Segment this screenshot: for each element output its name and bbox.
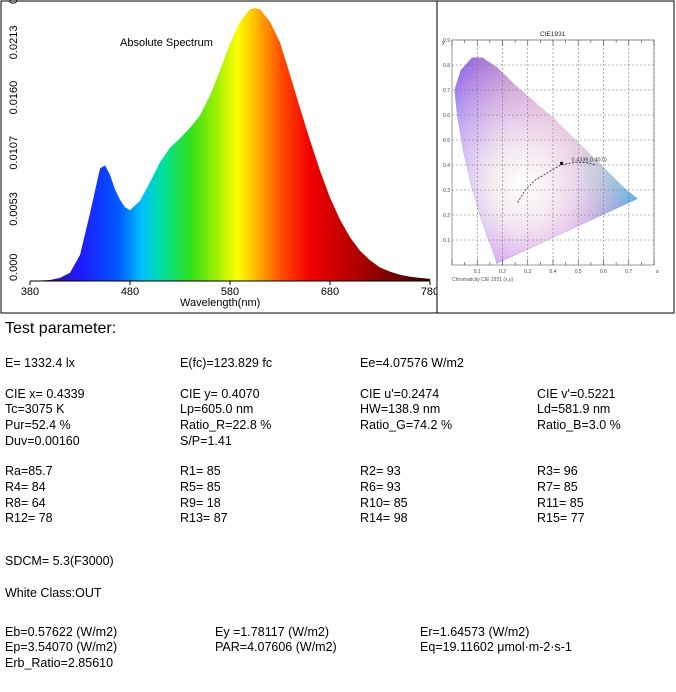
param-value: R11= 85 xyxy=(537,496,584,510)
param-value: Ee=4.07576 W/m2 xyxy=(360,356,464,370)
param-value: R9= 18 xyxy=(180,496,221,510)
param-value: Pur=52.4 % xyxy=(5,418,71,432)
y-tick-label: 0.000 xyxy=(8,253,20,281)
y-tick-label: 0.0107 xyxy=(8,136,20,170)
cie-y-tick: 0.6 xyxy=(443,113,450,119)
param-value: Ratio_R=22.8 % xyxy=(180,418,272,432)
param-value: E= 1332.4 lx xyxy=(5,356,75,370)
param-value: R14= 98 xyxy=(360,511,408,525)
cie-diagram: 0.4339,0.4070 CIE1931 y x 0.1 0.2 0.3 0.4 0.5 0.6… xyxy=(442,31,659,283)
x-tick-label: 580 xyxy=(221,286,239,298)
param-value: Ra=85.7 xyxy=(5,464,53,478)
cie-x-tick: 0.2 xyxy=(499,269,506,275)
param-value: R15= 77 xyxy=(537,511,585,525)
cie-y-tick: 0.5 xyxy=(443,138,450,144)
cie-x-tick: 0.4 xyxy=(550,269,557,275)
param-value: Tc=3075 K xyxy=(5,402,65,416)
cie-point xyxy=(559,161,564,165)
spectrum-title: Absolute Spectrum xyxy=(120,37,213,49)
energy-value: Er=1.64573 (W/m2) xyxy=(420,625,530,639)
cie-y-axis-label: y xyxy=(442,40,445,46)
sdcm-value: SDCM= 5.3(F3000) xyxy=(5,554,114,568)
cie-x-axis-label: x xyxy=(656,269,659,275)
param-value: R1= 85 xyxy=(180,464,221,478)
param-value: Ratio_G=74.2 % xyxy=(360,418,453,432)
param-value: R6= 93 xyxy=(360,480,401,494)
param-value: Duv=0.00160 xyxy=(5,434,80,448)
y-tick-label: 0.0266 xyxy=(8,0,20,4)
param-value: R13= 87 xyxy=(180,511,228,525)
cie-y-tick: 0.1 xyxy=(443,238,450,244)
x-tick-label: 380 xyxy=(21,286,39,298)
cie-point-label: 0.4339,0.4070 xyxy=(572,157,607,163)
param-value: S/P=1.41 xyxy=(180,434,232,448)
section-title: Test parameter: xyxy=(5,320,117,337)
param-value: Ratio_B=3.0 % xyxy=(537,418,621,432)
param-value: Lp=605.0 nm xyxy=(180,402,254,416)
param-value: R4= 84 xyxy=(5,480,46,494)
param-value: HW=138.9 nm xyxy=(360,402,441,416)
energy-value: Erb_Ratio=2.85610 xyxy=(5,656,114,670)
spectrum-xlabel: Wavelength(nm) xyxy=(180,297,260,309)
charts-area: 380 480 580 680 780 0.000 0.0053 0.0107 0.0160 0.… xyxy=(0,0,675,314)
x-tick-label: 780 xyxy=(421,286,439,298)
param-value: R8= 64 xyxy=(5,496,46,510)
y-tick-label: 0.0213 xyxy=(8,26,20,60)
cie-y-tick: 0.7 xyxy=(443,88,450,94)
spectrum-area xyxy=(30,8,430,281)
cie-y-tick: 0.4 xyxy=(443,163,450,169)
param-value: R10= 85 xyxy=(360,496,408,510)
cie-x-tick: 0.6 xyxy=(600,269,607,275)
energy-value: Ey =1.78117 (W/m2) xyxy=(215,625,330,639)
energy-value: Eq=19.11602 μmol·m-2·s-1 xyxy=(420,640,572,654)
white-class-value: White Class:OUT xyxy=(5,586,102,600)
planckian-locus xyxy=(517,162,596,203)
energy-value: PAR=4.07606 (W/m2) xyxy=(215,640,337,654)
param-value: CIE y= 0.4070 xyxy=(180,387,260,401)
spectrum-chart: 380 480 580 680 780 0.000 0.0053 0.0107 0.0160 0.… xyxy=(8,0,439,298)
y-tick-label: 0.0160 xyxy=(8,81,20,115)
y-tick-label: 0.0053 xyxy=(8,192,20,226)
param-value: CIE x= 0.4339 xyxy=(5,387,85,401)
x-tick-label: 480 xyxy=(121,286,139,298)
x-tick-label: 680 xyxy=(321,286,339,298)
cie-footer: Chromaticity CIE 1931 (x,y) xyxy=(452,277,513,283)
cie-x-tick: 0.7 xyxy=(625,269,632,275)
cie-y-tick: 0.8 xyxy=(443,63,450,69)
param-value: R5= 85 xyxy=(180,480,221,494)
cie-y-tick: 0.3 xyxy=(443,188,450,194)
cie-y-tick: 0.2 xyxy=(443,213,450,219)
param-value: CIE u'=0.2474 xyxy=(360,387,440,401)
param-value: R3= 96 xyxy=(537,464,578,478)
cie-x-tick: 0.3 xyxy=(524,269,531,275)
param-value: CIE v'=0.5221 xyxy=(537,387,616,401)
param-value: R2= 93 xyxy=(360,464,401,478)
param-value: Ld=581.9 nm xyxy=(537,402,611,416)
energy-value: Ep=3.54070 (W/m2) xyxy=(5,640,118,654)
param-value: E(fc)=123.829 fc xyxy=(180,356,273,370)
cie-x-tick: 0.1 xyxy=(474,269,481,275)
cie-gamut-white xyxy=(454,57,638,264)
param-value: R12= 78 xyxy=(5,511,53,525)
energy-value: Eb=0.57622 (W/m2) xyxy=(5,625,118,639)
cie-y-tick: 0.9 xyxy=(443,38,450,44)
cie-x-tick: 0.5 xyxy=(575,269,582,275)
param-value: R7= 85 xyxy=(537,480,578,494)
cie-title: CIE1931 xyxy=(540,31,566,38)
